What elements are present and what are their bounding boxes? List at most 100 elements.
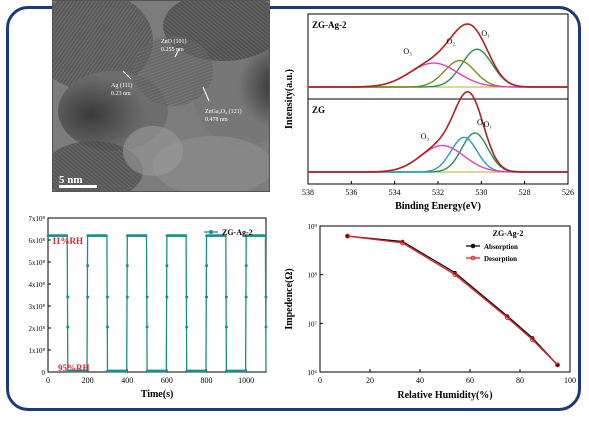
tem-scale-bar: [59, 185, 97, 188]
xps-peak-label-3: O₃: [403, 47, 412, 56]
xps-peak-label-2: O₂: [477, 118, 486, 127]
hysteresis-legend-0-label: Absorption: [484, 243, 518, 251]
response-transition-point: [125, 264, 129, 268]
response-y-tick-label: 5x10⁸: [29, 259, 46, 267]
response-point: [184, 234, 188, 237]
xps-envelope-curve: [308, 90, 568, 173]
response-y-tick-label: 0: [42, 369, 46, 377]
hysteresis-x-tick-label: 60: [466, 376, 474, 385]
xps-peak-label-2: O₂: [447, 37, 456, 46]
xps-x-tick-label: 538: [302, 188, 314, 197]
response-point: [262, 234, 266, 237]
tem-image-svg: Ag (111) 0.23 nm ZnO (101) 0.255 nm ZnGa₂O…: [53, 1, 269, 191]
response-y-tick-label: 1x10⁸: [29, 347, 46, 355]
response-point: [164, 369, 168, 373]
hysteresis-x-tick-label: 80: [516, 376, 524, 385]
xps-y-axis-label: Intensity(a.u.): [284, 69, 295, 129]
hysteresis-x-tick-label: 100: [564, 376, 576, 385]
response-transition-point: [125, 295, 129, 299]
xps-chart: 538 536 534 532 530 528 526 Binding Energy(eV) I…: [284, 13, 574, 212]
xps-x-axis-label: Binding Energy(eV): [395, 201, 481, 212]
hysteresis-y-tick-label: 10⁸: [308, 272, 318, 280]
response-legend-marker: [209, 230, 213, 234]
response-transition-point: [66, 295, 70, 299]
xps-x-tick-label: 534: [389, 188, 401, 197]
hysteresis-series-1-point: [530, 337, 535, 343]
response-x-tick-label: 800: [201, 376, 213, 385]
hysteresis-legend-0-marker: [470, 243, 476, 249]
response-x-tick-label: 600: [161, 376, 173, 385]
hysteresis-series-1-point: [452, 272, 458, 278]
response-x-tick-label: 200: [82, 376, 94, 385]
hysteresis-y-axis-label: Impedence(Ω): [284, 268, 295, 329]
tem-label-ag: Ag (111) 0.23 nm: [111, 82, 132, 97]
hysteresis-chart: 0 20 40 60 80 100 10⁶ 10⁷ 10⁸ 10⁹ Relative Humidit…: [284, 223, 576, 401]
response-x-axis-label: Time(s): [141, 389, 174, 400]
hysteresis-legend-1-label: Desorption: [484, 255, 517, 263]
response-point: [85, 369, 88, 373]
xps-x-tick-label: 526: [562, 188, 574, 197]
hysteresis-y-tick-label: 10⁷: [308, 320, 318, 328]
response-transition-point: [185, 295, 189, 299]
hysteresis-y-tick-label: 10⁹: [308, 223, 318, 231]
response-transition-point: [205, 295, 209, 299]
response-transition-point: [86, 295, 90, 299]
response-transition-point: [86, 264, 90, 268]
hysteresis-x-tick-label: 0: [318, 376, 322, 385]
xps-peak-1-curve: [308, 132, 568, 173]
hysteresis-x-tick-label: 40: [416, 376, 424, 385]
response-y-tick-label: 2x10⁸: [29, 325, 46, 333]
response-transition-point: [105, 325, 109, 329]
response-transition-point: [244, 295, 248, 299]
response-point: [105, 234, 108, 237]
response-point: [124, 369, 128, 373]
response-transition-point: [66, 325, 70, 329]
xps-peak-label-3: O₃: [421, 132, 430, 141]
xps-peak-1-curve: [308, 48, 568, 88]
tem-scale-label: 5 nm: [59, 174, 83, 186]
response-transition-point: [224, 325, 228, 329]
xps-x-tick-label: 530: [475, 188, 487, 197]
hysteresis-y-tick-label: 10⁶: [308, 369, 318, 377]
response-transition-point: [105, 295, 109, 299]
response-transition-point: [224, 295, 228, 299]
xps-panel-label: ZG-Ag-2: [312, 20, 347, 30]
xps-peak-2-curve: [308, 136, 568, 173]
xps-envelope-curve: [308, 23, 568, 88]
hysteresis-legend-1-marker: [470, 255, 476, 261]
response-point: [224, 234, 227, 237]
response-legend-label: ZG-Ag-2: [222, 228, 253, 237]
hysteresis-series-0-line: [347, 235, 558, 366]
response-point: [243, 369, 247, 373]
response-transition-point: [165, 295, 169, 299]
xps-x-tick-label: 536: [345, 188, 357, 197]
response-transition-point: [244, 264, 248, 268]
hysteresis-x-tick-label: 20: [366, 376, 374, 385]
response-series-line: [48, 234, 267, 372]
response-y-tick-label: 3x10⁸: [29, 303, 46, 311]
response-annotation-high: 11%RH: [52, 236, 83, 246]
hysteresis-series-1-point: [400, 240, 405, 246]
xps-peak-label-1: O₁: [484, 120, 493, 129]
xps-x-tick-label: 528: [519, 188, 531, 197]
response-y-tick-label: 6x10⁸: [29, 237, 46, 245]
response-x-tick-label: 400: [121, 376, 133, 385]
xps-peak-label-1: O₁: [481, 29, 490, 38]
response-y-tick-label: 7x10⁸: [29, 215, 46, 223]
response-transition-point: [145, 325, 149, 329]
hysteresis-series-1-point: [345, 233, 350, 239]
response-x-tick-label: 1000: [238, 376, 254, 385]
xps-x-tick-label: 532: [432, 188, 444, 197]
response-transition-point: [185, 325, 189, 329]
response-annotation-low: 95%RH: [58, 363, 90, 373]
response-transition-point: [145, 295, 149, 299]
tem-label-znga2o4: ZnGa₂O₄ (121) 0.478 nm: [205, 108, 242, 123]
response-point: [144, 234, 148, 237]
response-transition-point: [165, 264, 169, 268]
response-transition-point: [264, 295, 268, 299]
hysteresis-series-1-point: [505, 315, 510, 321]
hysteresis-x-axis-label: Relative Humidity(%): [397, 390, 492, 401]
xps-panel-label: ZG: [312, 105, 325, 115]
